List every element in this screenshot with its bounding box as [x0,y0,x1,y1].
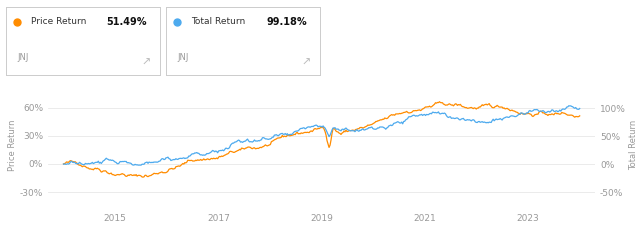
Text: 99.18%: 99.18% [266,17,307,27]
Text: ↗: ↗ [301,58,311,68]
Text: 51.49%: 51.49% [106,17,147,27]
Text: JNJ: JNJ [177,53,189,62]
Text: Price Return: Price Return [31,17,86,26]
Text: Total Return: Total Return [191,17,245,26]
Y-axis label: Total Return: Total Return [628,120,637,170]
Y-axis label: Price Return: Price Return [8,120,17,171]
Text: JNJ: JNJ [17,53,29,62]
Text: ↗: ↗ [141,58,151,68]
